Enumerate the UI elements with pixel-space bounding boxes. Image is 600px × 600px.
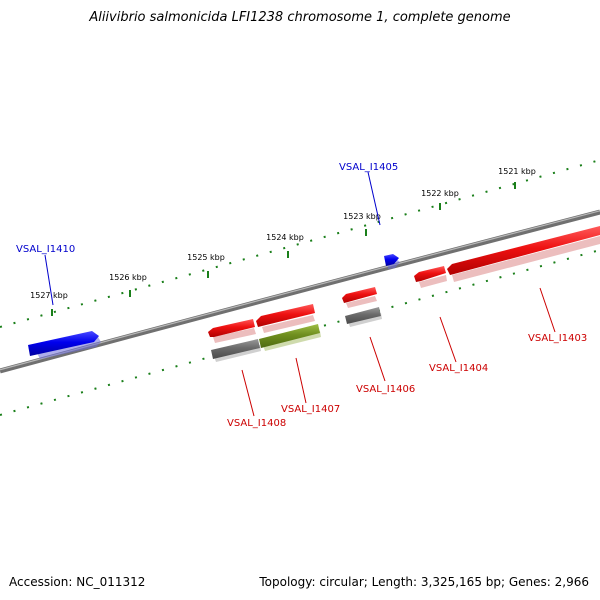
gene-label-VSAL_I1407[interactable]: VSAL_I1407 [281, 404, 340, 415]
gene-VSAL_I1410[interactable] [28, 331, 101, 359]
tick-label-1526: 1526 kbp [109, 273, 147, 282]
outer-tick-ring [0, 159, 600, 328]
tick-label-1523: 1523 kbp [343, 212, 381, 221]
major-ticks [51, 182, 516, 316]
gene-VSAL_I1408-product[interactable] [211, 339, 261, 362]
gene-VSAL_I1407[interactable] [256, 304, 315, 333]
gene-label-VSAL_I1403[interactable]: VSAL_I1403 [528, 333, 587, 344]
leader-VSAL_I1403 [539, 287, 556, 333]
gene-VSAL_I1404[interactable] [414, 266, 447, 288]
gene-VSAL_I1403[interactable] [447, 226, 600, 282]
gene-VSAL_I1406[interactable] [342, 287, 377, 308]
gene-label-VSAL_I1405[interactable]: VSAL_I1405 [339, 162, 398, 173]
leader-VSAL_I1404 [439, 316, 457, 363]
accession-text: Accession: NC_011312 [9, 575, 146, 589]
leader-VSAL_I1410 [44, 254, 54, 306]
genome-summary-text: Topology: circular; Length: 3,325,165 bp… [259, 575, 589, 589]
leader-VSAL_I1408 [241, 369, 255, 417]
gene-VSAL_I1406-product[interactable] [345, 307, 382, 327]
gene-label-VSAL_I1408[interactable]: VSAL_I1408 [227, 418, 286, 429]
map-title: Aliivibrio salmonicida LFI1238 chromosom… [89, 10, 511, 25]
gene-VSAL_I1407-product[interactable] [259, 324, 321, 351]
tick-label-1522: 1522 kbp [421, 189, 459, 198]
gene-label-VSAL_I1406[interactable]: VSAL_I1406 [356, 384, 415, 395]
leader-VSAL_I1406 [369, 336, 386, 382]
tick-label-1524: 1524 kbp [266, 233, 304, 242]
tick-label-1527: 1527 kbp [30, 291, 68, 300]
gene-label-VSAL_I1404[interactable]: VSAL_I1404 [429, 363, 488, 374]
tick-label-1521: 1521 kbp [498, 167, 536, 176]
gene-VSAL_I1408[interactable] [208, 319, 256, 343]
tick-label-1525: 1525 kbp [187, 253, 225, 262]
leader-VSAL_I1405 [367, 171, 381, 226]
gene-VSAL_I1405[interactable] [384, 254, 400, 269]
leader-VSAL_I1407 [295, 357, 307, 404]
gene-label-VSAL_I1410[interactable]: VSAL_I1410 [16, 244, 75, 255]
